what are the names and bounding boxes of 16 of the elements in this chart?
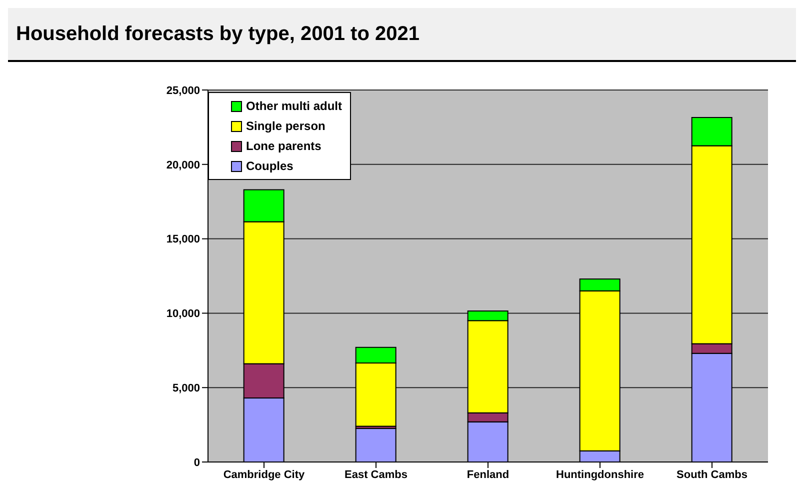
chart-title: Household forecasts by type, 2001 to 2021 — [8, 8, 796, 62]
legend-label: Couples — [246, 159, 294, 173]
legend-label: Lone parents — [246, 139, 322, 153]
x-tick-label: Huntingdonshire — [556, 468, 644, 481]
y-tick-label: 0 — [194, 456, 200, 469]
x-tick-label: Cambridge City — [223, 468, 306, 481]
x-tick-label: East Cambs — [344, 468, 408, 481]
x-tick-label: Fenland — [466, 468, 510, 481]
y-tick-label: 15,000 — [166, 234, 200, 246]
y-tick-label: 5,000 — [172, 382, 200, 395]
y-tick-label: 20,000 — [166, 159, 200, 172]
legend-label: Single person — [246, 119, 326, 133]
y-tick-label: 10,000 — [166, 308, 200, 320]
x-tick-label: South Cambs — [676, 468, 748, 481]
y-tick-label: 25,000 — [166, 84, 200, 97]
legend-label: Other multi adult — [246, 99, 342, 113]
